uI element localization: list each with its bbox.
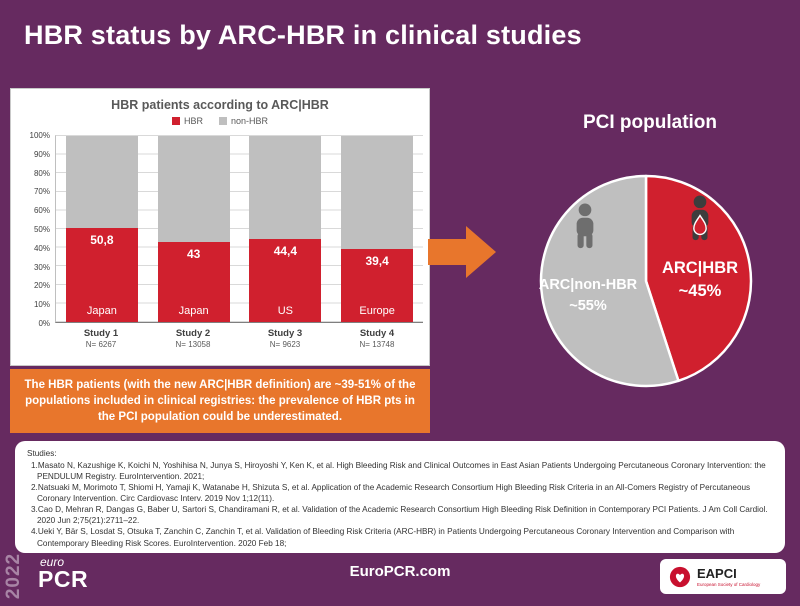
- footer-year: 2022: [3, 552, 24, 600]
- pie-label-hbr: ARC|HBR: [662, 259, 738, 277]
- y-tick: 20%: [33, 281, 50, 291]
- y-tick: 30%: [33, 262, 50, 272]
- bar-segment-hbr: 43 Japan: [157, 242, 230, 322]
- legend-swatch-hbr-icon: [171, 117, 180, 125]
- y-tick: 80%: [33, 168, 50, 178]
- y-tick: 40%: [33, 243, 50, 253]
- bar-chart-title: HBR patients according to ARC|HBR: [111, 98, 329, 112]
- category-label: Study 4: [359, 328, 395, 339]
- y-axis: 100% 90% 80% 70% 60% 50% 40% 30% 20% 10%…: [17, 131, 55, 328]
- legend-swatch-nonhbr-icon: [219, 117, 227, 125]
- bar-value-label: 50,8: [90, 232, 114, 247]
- bar-value-label: 39,4: [365, 253, 389, 268]
- bar-segment-hbr: 39,4 Europe: [341, 248, 414, 322]
- bar-region-label: Europe: [359, 304, 395, 317]
- callout-box: The HBR patients (with the new ARC|HBR d…: [10, 369, 430, 433]
- x-label-study-2: Study 2 N= 13058: [147, 328, 239, 349]
- bars: 50,8 Japan 43 Japan 44: [56, 136, 423, 322]
- chart-legend: HBR non-HBR: [11, 116, 429, 126]
- legend-label-nonhbr: non-HBR: [231, 116, 269, 126]
- arrow-right-icon: [428, 226, 496, 278]
- bar-segment-nonhbr: [65, 136, 138, 228]
- x-label-study-1: Study 1 N= 6267: [55, 328, 147, 349]
- bar-study-2: 43 Japan: [157, 136, 230, 322]
- reference-item: 2.Natsuaki M, Morimoto T, Shiomi H, Yama…: [31, 483, 751, 504]
- x-axis-labels: Study 1 N= 6267 Study 2 N= 13058 Study 3…: [55, 328, 423, 349]
- y-tick: 60%: [33, 206, 50, 216]
- references-card: Studies: 1.Masato N, Kazushige K, Koichi…: [15, 441, 785, 553]
- pie-value-nonhbr: ~55%: [569, 298, 607, 314]
- y-tick: 100%: [29, 131, 50, 140]
- bar-segment-hbr: 50,8 Japan: [65, 227, 138, 322]
- bar-region-label: US: [277, 304, 294, 317]
- blood-drop-icon: [693, 214, 707, 236]
- bar-segment-hbr: 44,4 US: [249, 239, 322, 322]
- bar-study-4: 39,4 Europe: [341, 136, 414, 322]
- pie-value-hbr: ~45%: [679, 282, 722, 300]
- pie-title: PCI population: [582, 112, 718, 133]
- eapci-heart-icon: [669, 566, 691, 587]
- n-label: N= 13058: [175, 340, 211, 349]
- bar-region-label: Japan: [178, 304, 209, 317]
- pie-chart: ARC|HBR ~45% ARC|non-HBR ~55%: [539, 174, 753, 388]
- bar-value-label: 44,4: [273, 244, 298, 259]
- plot-area: 50,8 Japan 43 Japan 44: [55, 135, 423, 323]
- n-label: N= 13748: [359, 340, 395, 349]
- website-link[interactable]: EuroPCR.com: [349, 563, 451, 580]
- n-label: N= 6267: [85, 340, 117, 349]
- y-tick: 0%: [38, 318, 50, 328]
- category-label: Study 3: [267, 328, 303, 339]
- x-label-study-3: Study 3 N= 9623: [239, 328, 331, 349]
- pie-slice-hbr: [644, 174, 753, 383]
- bar-segment-nonhbr: [249, 136, 322, 240]
- slide-title: HBR status by ARC-HBR in clinical studie…: [24, 20, 582, 50]
- legend-item-hbr: HBR: [171, 116, 203, 126]
- europcr-logo-pcr: PCR: [38, 566, 89, 592]
- n-label: N= 9623: [269, 340, 301, 349]
- reference-item: 3.Cao D, Mehran R, Dangas G, Baber U, Sa…: [31, 505, 768, 526]
- pie-slice-nonhbr: [539, 174, 680, 388]
- x-label-study-4: Study 4 N= 13748: [331, 328, 423, 349]
- bar-segment-nonhbr: [157, 136, 230, 243]
- y-tick: 50%: [33, 224, 50, 234]
- references-heading: Studies:: [27, 449, 57, 458]
- reference-item: 4.Ueki Y, Bär S, Losdat S, Otsuka T, Zan…: [31, 527, 735, 548]
- europcr-logo-euro: euro: [40, 555, 65, 569]
- category-label: Study 1: [83, 328, 119, 339]
- reference-item: 1.Masato N, Kazushige K, Koichi N, Yoshi…: [31, 461, 766, 482]
- y-tick: 70%: [33, 187, 50, 197]
- y-tick: 10%: [33, 300, 50, 310]
- bar-study-3: 44,4 US: [249, 136, 322, 322]
- category-label: Study 2: [175, 328, 211, 339]
- plot-wrap: 100% 90% 80% 70% 60% 50% 40% 30% 20% 10%…: [17, 131, 423, 328]
- legend-label-hbr: HBR: [183, 116, 203, 126]
- eapci-text: EAPCI European Society of Cardiology: [697, 567, 760, 587]
- bar-study-1: 50,8 Japan: [65, 136, 138, 322]
- legend-item-nonhbr: non-HBR: [219, 116, 268, 126]
- bar-region-label: Japan: [86, 304, 117, 317]
- eapci-logo: EAPCI European Society of Cardiology: [660, 559, 786, 594]
- person-icon-hbr: [691, 195, 709, 241]
- eapci-subtitle: European Society of Cardiology: [697, 581, 761, 587]
- pie-label-nonhbr: ARC|non-HBR: [539, 277, 638, 293]
- eapci-name: EAPCI: [697, 565, 737, 581]
- bar-segment-nonhbr: [341, 136, 414, 249]
- bar-value-label: 43: [186, 247, 201, 262]
- europcr-logo: euro PCR: [38, 556, 88, 591]
- y-tick: 90%: [33, 149, 50, 159]
- bar-chart-card: HBR patients according to ARC|HBR HBR no…: [10, 88, 430, 366]
